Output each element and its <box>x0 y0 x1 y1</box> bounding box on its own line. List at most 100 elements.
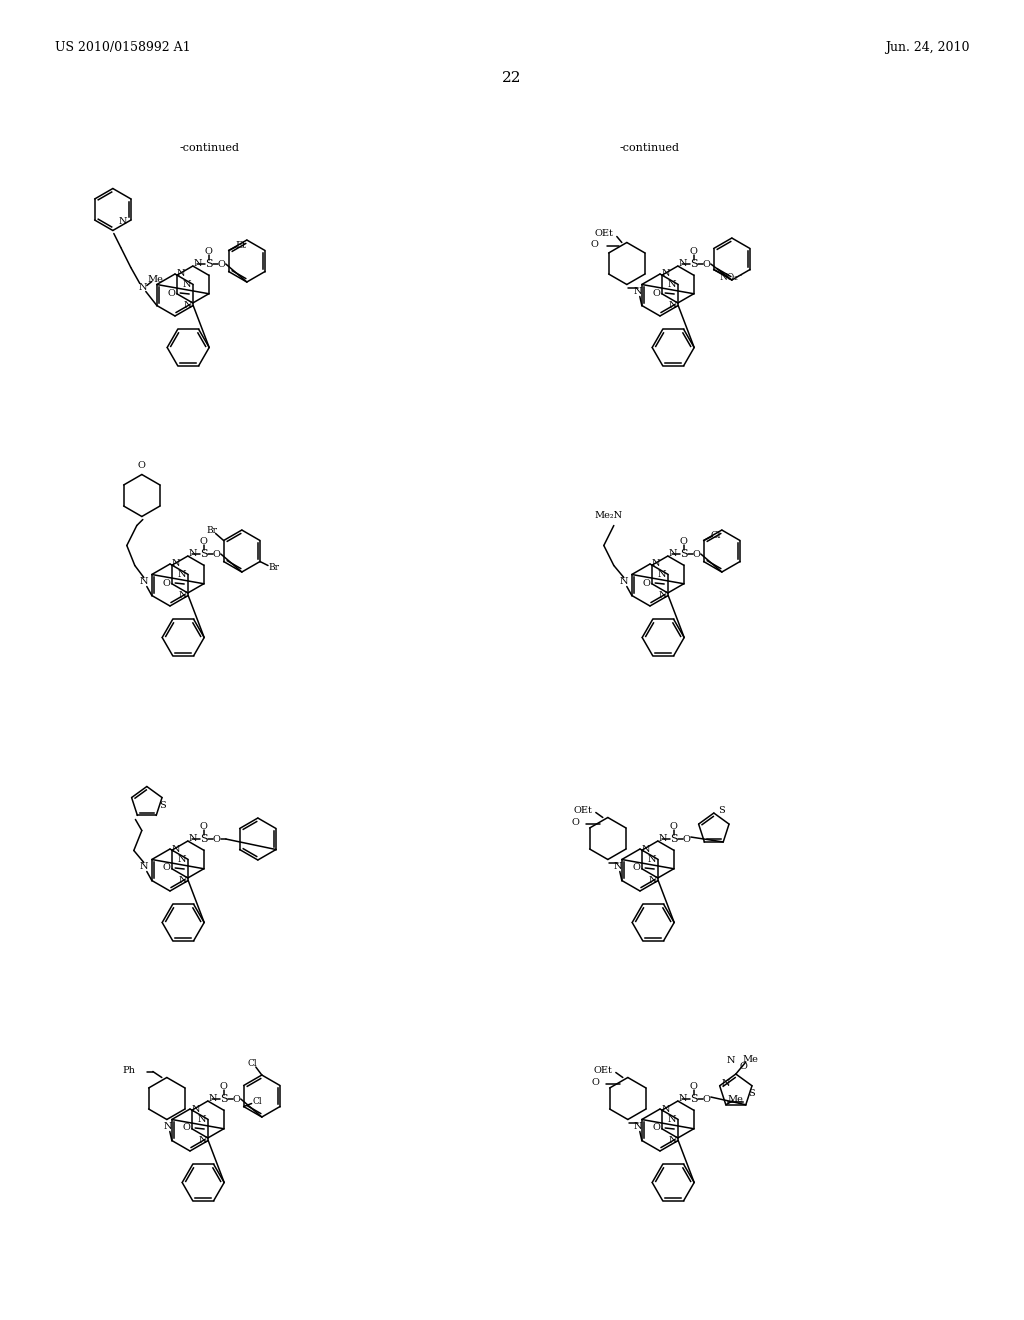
Text: Me₂N: Me₂N <box>595 511 623 520</box>
Text: S: S <box>200 549 208 560</box>
Text: N: N <box>178 570 186 579</box>
Text: N: N <box>648 855 656 865</box>
Text: Br: Br <box>268 564 280 572</box>
Text: N: N <box>679 1093 687 1102</box>
Text: O: O <box>592 1078 600 1086</box>
Text: N: N <box>679 259 687 268</box>
Text: O: O <box>162 578 170 587</box>
Text: O: O <box>740 1061 748 1071</box>
Text: N: N <box>642 845 650 854</box>
Text: OEt: OEt <box>594 228 613 238</box>
Text: O: O <box>702 260 711 268</box>
Text: N: N <box>209 1093 217 1102</box>
Text: O: O <box>642 578 650 587</box>
Text: S: S <box>749 1089 756 1098</box>
Text: O: O <box>571 818 580 828</box>
Text: O: O <box>213 549 221 558</box>
Text: N: N <box>634 1122 642 1131</box>
Text: O: O <box>200 536 208 545</box>
Text: N: N <box>188 549 197 557</box>
Text: O: O <box>205 247 213 256</box>
Text: O: O <box>702 1094 711 1104</box>
Text: S: S <box>719 805 725 814</box>
Text: O: O <box>138 461 145 470</box>
Text: -continued: -continued <box>620 143 680 153</box>
Text: Et: Et <box>236 242 246 249</box>
Text: N: N <box>634 286 642 296</box>
Text: Cl: Cl <box>711 531 721 540</box>
Text: N: N <box>669 1137 677 1146</box>
Text: N: N <box>668 280 677 289</box>
Text: O: O <box>220 1081 227 1090</box>
Text: NO₂⁻: NO₂⁻ <box>720 273 743 282</box>
Text: -continued: -continued <box>180 143 240 153</box>
Text: S: S <box>200 834 208 843</box>
Text: N: N <box>658 833 667 842</box>
Text: S: S <box>205 259 213 269</box>
Text: S: S <box>220 1094 227 1104</box>
Text: O: O <box>670 821 678 830</box>
Text: N: N <box>183 280 191 289</box>
Text: N: N <box>651 560 660 569</box>
Text: OEt: OEt <box>573 807 592 814</box>
Text: N: N <box>662 269 671 279</box>
Text: N: N <box>178 591 187 601</box>
Text: N: N <box>188 833 197 842</box>
Text: N: N <box>613 862 622 871</box>
Text: S: S <box>690 259 697 269</box>
Text: N: N <box>139 577 148 586</box>
Text: N: N <box>178 855 186 865</box>
Text: O: O <box>167 289 175 297</box>
Text: N: N <box>172 560 180 569</box>
Text: O: O <box>200 821 208 830</box>
Text: N: N <box>177 269 185 279</box>
Text: Me: Me <box>742 1055 759 1064</box>
Text: N: N <box>139 862 148 871</box>
Text: O: O <box>162 863 170 873</box>
Text: N: N <box>194 259 202 268</box>
Text: O: O <box>632 863 640 873</box>
Text: N: N <box>191 1105 201 1114</box>
Text: O: O <box>652 1123 660 1133</box>
Text: Me: Me <box>147 275 164 284</box>
Text: S: S <box>690 1094 697 1104</box>
Text: N: N <box>138 282 147 292</box>
Text: N: N <box>669 549 677 557</box>
Text: Cl: Cl <box>253 1097 262 1106</box>
Text: N: N <box>721 1080 730 1088</box>
Text: N: N <box>658 591 667 601</box>
Text: O: O <box>218 260 225 268</box>
Text: 22: 22 <box>502 71 522 84</box>
Text: Cl: Cl <box>247 1059 257 1068</box>
Text: S: S <box>670 834 678 843</box>
Text: S: S <box>680 549 688 560</box>
Text: O: O <box>182 1123 190 1133</box>
Text: O: O <box>683 834 691 843</box>
Text: Ph: Ph <box>122 1067 135 1074</box>
Text: N: N <box>727 1056 735 1064</box>
Text: O: O <box>232 1094 241 1104</box>
Text: N: N <box>668 1115 677 1125</box>
Text: S: S <box>159 801 166 810</box>
Text: O: O <box>591 240 599 249</box>
Text: N: N <box>198 1115 207 1125</box>
Text: N: N <box>662 1105 671 1114</box>
Text: N: N <box>119 218 127 227</box>
Text: O: O <box>690 247 697 256</box>
Text: Br: Br <box>206 525 217 535</box>
Text: OEt: OEt <box>593 1067 612 1074</box>
Text: N: N <box>669 301 677 310</box>
Text: N: N <box>183 301 193 310</box>
Text: N: N <box>164 1122 172 1131</box>
Text: N: N <box>648 876 657 886</box>
Text: N: N <box>178 876 187 886</box>
Text: N: N <box>620 577 628 586</box>
Text: O: O <box>693 549 700 558</box>
Text: O: O <box>652 289 660 297</box>
Text: US 2010/0158992 A1: US 2010/0158992 A1 <box>55 41 190 54</box>
Text: N: N <box>172 845 180 854</box>
Text: O: O <box>680 536 688 545</box>
Text: N: N <box>658 570 667 579</box>
Text: O: O <box>690 1081 697 1090</box>
Text: Jun. 24, 2010: Jun. 24, 2010 <box>886 41 970 54</box>
